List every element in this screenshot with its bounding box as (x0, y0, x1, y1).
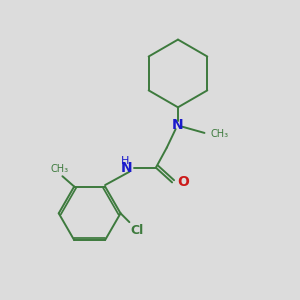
Text: N: N (172, 118, 184, 132)
Text: H: H (121, 156, 129, 166)
Text: Cl: Cl (131, 224, 144, 238)
Text: CH₃: CH₃ (50, 164, 68, 174)
Text: O: O (177, 176, 189, 189)
Text: CH₃: CH₃ (211, 129, 229, 140)
Text: N: N (121, 161, 132, 175)
